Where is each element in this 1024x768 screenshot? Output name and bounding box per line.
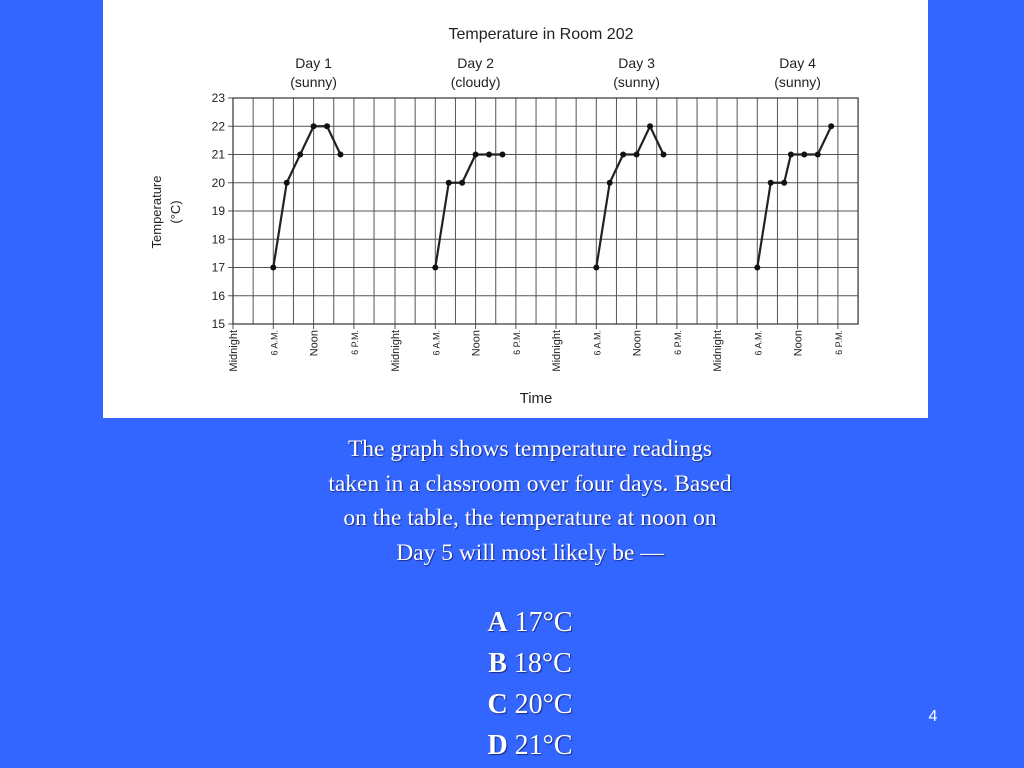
y-tick-label: 22 [212,119,226,133]
data-point [647,123,654,130]
data-point [754,264,761,271]
x-tick-label: 6 A.M. [431,330,441,356]
x-tick-label: 6 P.M. [834,330,844,355]
data-point [499,151,506,158]
y-tick-label: 17 [212,261,226,275]
x-tick-label: Noon [471,330,483,356]
data-point [781,179,788,186]
data-point [620,151,627,158]
y-tick-label: 19 [212,204,226,218]
day-header: Day 2 [457,55,494,71]
x-tick-label: 6 P.M. [512,330,522,355]
data-point [606,179,613,186]
x-tick-label: 6 A.M. [269,330,279,356]
slide-number: 4 [928,708,938,725]
choice-value: 17°C [507,607,573,638]
data-point [486,151,493,158]
choice-value: 18°C [506,648,572,679]
question-line: The graph shows temperature readings [347,436,713,462]
data-point [283,179,290,186]
data-point [767,179,774,186]
y-axis-unit: (°C) [168,200,183,223]
x-tick-label: Midnight [712,330,724,372]
data-point [310,123,317,130]
data-point [801,151,808,158]
data-point [297,151,304,158]
x-tick-label: Noon [309,330,321,356]
data-point [324,123,331,130]
day-header: Day 3 [618,55,655,71]
x-tick-label: Noon [632,330,644,356]
data-point [828,123,835,130]
plot-frame [232,97,859,325]
answer-choice-a[interactable]: A 17°C [380,602,680,643]
chart-title: Temperature in Room 202 [449,26,634,43]
x-tick-label: 6 A.M. [753,330,763,356]
choice-value: 21°C [507,730,573,761]
data-point [472,151,479,158]
data-point [814,151,821,158]
x-tick-label: Midnight [228,330,240,372]
choice-letter: B [488,648,507,679]
choice-letter: D [487,730,508,761]
day-header: Day 1 [295,55,332,71]
data-point [337,151,344,158]
data-point [459,179,466,186]
data-point [787,151,794,158]
y-tick-label: 21 [212,148,226,162]
answer-choices: A 17°C B 18°C C 20°C D 21°C [380,602,680,766]
y-tick-label: 18 [212,232,226,246]
choice-letter: A [487,607,508,638]
data-point [445,179,452,186]
y-tick-label: 16 [212,289,226,303]
series-line-day-1 [272,125,342,268]
answer-choice-b[interactable]: B 18°C [380,643,680,684]
data-point [593,264,600,271]
x-tick-label: Midnight [390,330,402,372]
day-condition: (sunny) [774,74,821,90]
x-tick-label: Noon [793,330,805,356]
y-tick-label: 23 [212,91,226,105]
x-tick-label: 6 P.M. [350,330,360,355]
answer-choice-c[interactable]: C 20°C [380,684,680,725]
answer-choice-d[interactable]: D 21°C [380,725,680,766]
data-point [270,264,277,271]
chart-panel: Temperature in Room 202 Temperature (°C)… [103,0,928,418]
day-header: Day 4 [779,55,816,71]
series-line-day-3 [595,125,665,268]
y-tick-label: 15 [212,317,226,331]
day-condition: (sunny) [290,74,337,90]
series-line-day-4 [756,125,833,268]
data-point [633,151,640,158]
data-point [660,151,667,158]
question-line: on the table, the temperature at noon on [343,505,717,531]
x-tick-label: 6 A.M. [592,330,602,356]
question-line: Day 5 will most likely be — [396,539,664,566]
question-line: taken in a classroom over four days. Bas… [328,470,732,497]
data-point [432,264,439,271]
x-tick-label: Midnight [551,330,563,372]
temperature-chart: Temperature in Room 202 Temperature (°C)… [149,26,859,407]
choice-value: 20°C [507,689,573,720]
x-axis-label: Time [520,390,553,407]
day-condition: (cloudy) [451,74,501,90]
choice-letter: C [487,689,508,720]
x-tick-label: 6 P.M. [673,330,683,355]
y-tick-label: 20 [212,176,226,190]
question-text: The graph shows temperature readings take… [230,432,830,570]
day-condition: (sunny) [613,74,660,90]
y-axis-label: Temperature [149,176,164,249]
